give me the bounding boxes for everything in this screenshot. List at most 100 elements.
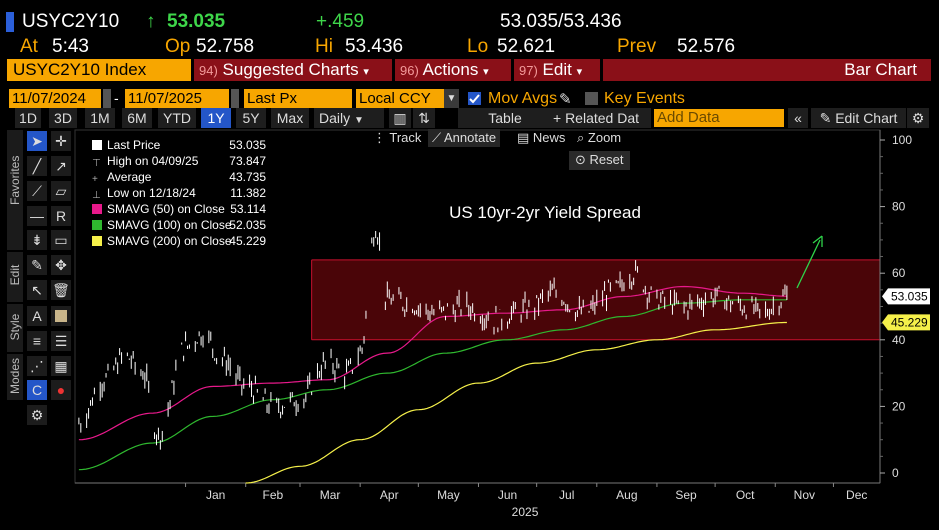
mov-avgs-checkbox[interactable] <box>468 92 481 105</box>
calendar-icon[interactable] <box>231 89 239 108</box>
security-field[interactable]: USYC2Y10 Index <box>7 59 191 81</box>
style-tab[interactable]: Style <box>7 304 23 352</box>
legend-item[interactable]: SMAVG (50) on Close <box>92 201 225 217</box>
move-icon[interactable]: ✥ <box>51 255 71 275</box>
frequency-select[interactable]: Daily ▼ <box>314 108 384 128</box>
mode-c-icon[interactable]: C <box>27 380 47 400</box>
annotate-button[interactable]: ⟋ Annotate <box>428 129 501 147</box>
legend-item[interactable]: SMAVG (100) on Close <box>92 217 232 233</box>
dashed-line-icon[interactable]: ⋰ <box>27 356 47 376</box>
range-5y[interactable]: 5Y <box>236 108 266 128</box>
actions-menu[interactable]: 96) Actions ▾ <box>395 59 511 81</box>
net-change: +.459 <box>316 11 365 32</box>
zoom-button[interactable]: ⌕ Zoom <box>577 129 621 147</box>
ray-icon[interactable]: ↗ <box>51 156 71 176</box>
edit-menu[interactable]: 97) Edit ▾ <box>514 59 600 81</box>
horizontal-line-icon[interactable]: — <box>27 206 47 226</box>
trendline-icon[interactable]: ╱ <box>27 156 47 176</box>
legend-item[interactable]: ⊥ Low on 12/18/24 <box>92 185 196 201</box>
series-line-smavg-100- <box>78 299 787 471</box>
chevron-down-icon[interactable]: ▼ <box>444 89 459 108</box>
chart-annotation: US 10yr-2yr Yield Spread <box>449 203 641 222</box>
prev-label: Prev <box>617 36 657 57</box>
y-tick-label: 100 <box>892 133 912 147</box>
actions-label: Actions <box>422 60 479 79</box>
range-1m[interactable]: 1M <box>85 108 115 128</box>
trash-icon[interactable]: 🗑 <box>51 280 71 300</box>
range-3d[interactable]: 3D <box>49 108 77 128</box>
x-tick-label: Aug <box>616 488 637 502</box>
y-tick-label: 80 <box>892 200 906 214</box>
grid-icon[interactable]: ▦ <box>51 356 71 376</box>
last-price-tag-bg <box>882 288 930 305</box>
range-max[interactable]: Max <box>271 108 309 128</box>
line-weight-icon[interactable]: ☰ <box>51 331 71 351</box>
range-1d[interactable]: 1D <box>15 108 41 128</box>
crosshair-icon[interactable]: ✛ <box>51 131 71 151</box>
rectangle-icon[interactable]: ▭ <box>51 230 71 250</box>
legend-value: 73.847 <box>229 154 266 168</box>
fib-icon[interactable]: ⇟ <box>27 230 47 250</box>
reset-icon: ⊙ <box>575 152 586 167</box>
currency-select[interactable]: Local CCY <box>356 89 444 108</box>
gear-icon[interactable]: ⚙ <box>907 108 929 128</box>
suggested-charts-menu[interactable]: 94) Suggested Charts ▾ <box>194 59 392 81</box>
legend-item[interactable]: + Average <box>92 169 151 185</box>
select-icon[interactable]: ↖ <box>27 280 47 300</box>
y-tick-label: 0 <box>892 466 899 480</box>
caret-down-icon: ▾ <box>576 66 583 78</box>
legend-item[interactable]: SMAVG (200) on Close <box>92 233 232 249</box>
range-1y[interactable]: 1Y <box>201 108 231 128</box>
x-tick-label: Nov <box>794 488 815 502</box>
x-tick-label: Sep <box>675 488 697 502</box>
settings-gear-icon[interactable]: ⚙ <box>27 405 47 425</box>
legend-label: High on 04/09/25 <box>107 154 199 168</box>
table-label: Table <box>488 110 522 126</box>
draw-icon[interactable]: ✎ <box>27 255 47 275</box>
end-date-field[interactable]: 11/07/2025 <box>125 89 229 108</box>
pencil-icon[interactable]: ✎ <box>559 91 572 108</box>
legend-label: SMAVG (200) on Close <box>107 234 232 248</box>
fill-color-icon[interactable] <box>51 306 71 326</box>
prev-value: 52.576 <box>677 36 736 57</box>
modes-tab[interactable]: Modes <box>7 354 23 400</box>
line-style-icon[interactable]: ≡ <box>27 331 47 351</box>
ticker: USYC2Y10 <box>22 11 120 32</box>
legend-swatch <box>92 140 102 150</box>
add-data-input[interactable]: Add Data <box>654 109 784 127</box>
segment-icon[interactable]: ⟋ <box>27 181 47 201</box>
edit-chart-button[interactable]: ✎ Edit Chart <box>811 108 906 128</box>
price-field-select[interactable]: Last Px <box>244 89 352 108</box>
range-6m[interactable]: 6M <box>122 108 152 128</box>
green-arrow-line <box>796 239 821 289</box>
calendar-icon[interactable] <box>103 89 111 108</box>
green-arrow-icon <box>812 235 823 247</box>
compare-icon[interactable]: ⇅ <box>413 108 435 128</box>
legend-swatch: ⊥ <box>92 190 101 201</box>
low-value: 52.621 <box>497 36 556 57</box>
check-icon <box>469 94 480 104</box>
favorites-tab[interactable]: Favorites <box>7 130 23 250</box>
collapse-icon[interactable]: « <box>788 108 808 128</box>
reset-button[interactable]: ⊙ Reset <box>569 151 630 170</box>
x-tick-label: Jun <box>498 488 517 502</box>
start-date-field[interactable]: 11/07/2024 <box>9 89 101 108</box>
text-style-icon[interactable]: A <box>27 306 47 326</box>
legend-label: Average <box>107 170 152 184</box>
news-button[interactable]: ▤ News <box>517 129 565 147</box>
legend-item[interactable]: ⊤ High on 04/09/25 <box>92 153 198 169</box>
cursor-icon[interactable]: ➤ <box>27 131 47 151</box>
related-data-button[interactable]: + Related Dat <box>541 108 651 128</box>
track-button[interactable]: ⋮ Track <box>373 129 421 147</box>
retracement-icon[interactable]: R <box>51 206 71 226</box>
key-events-checkbox[interactable] <box>585 92 598 105</box>
range-ytd[interactable]: YTD <box>158 108 196 128</box>
legend-item[interactable]: Last Price <box>92 137 160 153</box>
table-button[interactable]: Table <box>458 108 552 128</box>
pencil-icon: ✎ <box>819 110 832 126</box>
bar-chart-icon[interactable]: ▥ <box>389 108 411 128</box>
palette-icon[interactable]: ● <box>51 380 71 400</box>
channel-icon[interactable]: ▱ <box>51 181 71 201</box>
edit-tab[interactable]: Edit <box>7 252 23 302</box>
